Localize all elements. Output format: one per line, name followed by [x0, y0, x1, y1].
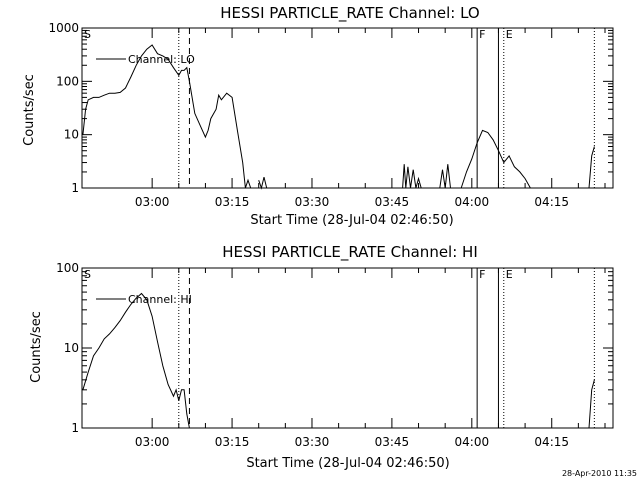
event-marker-label: E — [506, 28, 513, 41]
x-tick-label: 03:00 — [135, 195, 170, 209]
x-tick-label: 03:15 — [215, 435, 250, 449]
chart-title: HESSI PARTICLE_RATE Channel: LO — [220, 4, 479, 23]
plot-frame — [81, 267, 614, 429]
y-tick-label: 10 — [64, 341, 79, 355]
chart-panel-lo: HESSI PARTICLE_RATE Channel: LO Counts/s… — [22, 4, 614, 228]
legend-label: Channel: LO — [128, 53, 195, 66]
series-line — [460, 129, 531, 189]
legend-label: Channel: HI — [128, 293, 192, 306]
series-line — [82, 44, 254, 189]
series-line — [588, 379, 595, 429]
x-tick-label: 04:15 — [534, 435, 569, 449]
y-tick-label: 1 — [71, 421, 79, 435]
footer-timestamp: 28-Apr-2010 11:35 — [562, 469, 637, 478]
x-tick-label: 03:15 — [215, 195, 250, 209]
y-tick-label: 1000 — [48, 21, 79, 35]
event-marker-label: S — [84, 268, 91, 281]
x-tick-label: 03:45 — [375, 195, 410, 209]
y-tick-label: 100 — [56, 74, 79, 88]
y-tick-label: 1 — [71, 181, 79, 195]
event-marker-label: F — [479, 268, 485, 281]
x-tick-label: 04:00 — [455, 195, 490, 209]
chart-panel-hi: HESSI PARTICLE_RATE Channel: HI Counts/s… — [29, 243, 614, 471]
x-tick-label: 03:00 — [135, 435, 170, 449]
chart-title: HESSI PARTICLE_RATE Channel: HI — [222, 243, 478, 262]
y-axis-label: Counts/sec — [22, 74, 37, 146]
x-axis-label: Start Time (28-Jul-04 02:46:50) — [246, 456, 449, 471]
x-tick-label: 03:30 — [295, 195, 330, 209]
series-line — [402, 164, 422, 189]
event-marker-label: S — [84, 28, 91, 41]
y-tick-label: 10 — [64, 128, 79, 142]
series-line — [439, 164, 451, 189]
series-line — [82, 292, 190, 429]
x-tick-label: 03:30 — [295, 435, 330, 449]
series-line — [588, 146, 595, 189]
x-tick-label: 03:45 — [375, 435, 410, 449]
x-tick-label: 04:00 — [455, 435, 490, 449]
event-marker-label: E — [506, 268, 513, 281]
series-line — [258, 176, 268, 190]
event-marker-label: F — [479, 28, 485, 41]
y-tick-label: 100 — [56, 261, 79, 275]
x-tick-label: 04:15 — [534, 195, 569, 209]
y-axis-label: Counts/sec — [29, 311, 44, 383]
x-axis-label: Start Time (28-Jul-04 02:46:50) — [250, 213, 453, 228]
plot-frame — [81, 27, 614, 189]
